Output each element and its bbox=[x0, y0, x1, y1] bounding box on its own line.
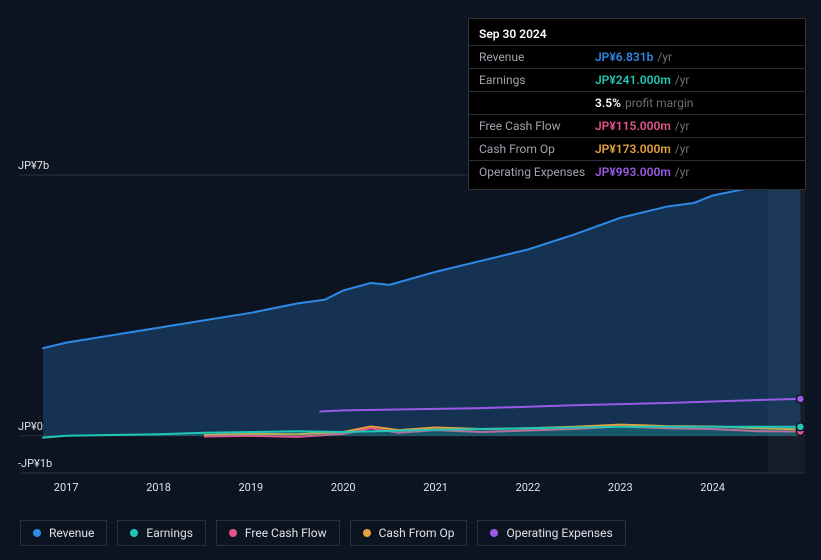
x-tick-label: 2017 bbox=[54, 481, 79, 494]
tooltip-row-value: 3.5% bbox=[595, 95, 621, 111]
legend-label: Free Cash Flow bbox=[245, 526, 327, 540]
tooltip-row-unit: /yr bbox=[675, 118, 690, 134]
legend-item-free-cash-flow[interactable]: Free Cash Flow bbox=[216, 520, 340, 546]
tooltip-row-label bbox=[479, 95, 595, 111]
series-fill-revenue bbox=[43, 179, 800, 436]
tooltip-row-unit: /yr bbox=[675, 72, 690, 88]
tooltip-row-value: JP¥993.000m bbox=[595, 164, 671, 180]
legend-dot bbox=[490, 529, 498, 537]
series-marker bbox=[796, 423, 804, 431]
tooltip-row-value: JP¥6.831b bbox=[595, 49, 653, 65]
legend-label: Earnings bbox=[146, 526, 193, 540]
legend-item-cash-from-op[interactable]: Cash From Op bbox=[350, 520, 468, 546]
legend-label: Cash From Op bbox=[379, 526, 455, 540]
y-tick-label: -JP¥1b bbox=[18, 457, 52, 470]
chart-tooltip: Sep 30 2024 RevenueJP¥6.831b/yrEarningsJ… bbox=[468, 18, 806, 190]
legend-item-operating-expenses[interactable]: Operating Expenses bbox=[477, 520, 625, 546]
x-tick-label: 2022 bbox=[516, 481, 541, 494]
tooltip-row-unit: /yr bbox=[675, 164, 690, 180]
y-tick-label: JP¥7b bbox=[18, 159, 49, 172]
x-tick-label: 2020 bbox=[331, 481, 356, 494]
tooltip-row-label: Operating Expenses bbox=[479, 164, 595, 180]
tooltip-row: RevenueJP¥6.831b/yr bbox=[469, 45, 805, 68]
x-tick-label: 2018 bbox=[146, 481, 171, 494]
tooltip-row: EarningsJP¥241.000m/yr bbox=[469, 68, 805, 91]
x-tick-label: 2019 bbox=[239, 481, 264, 494]
legend-dot bbox=[130, 529, 138, 537]
legend-item-earnings[interactable]: Earnings bbox=[117, 520, 206, 546]
legend: Revenue Earnings Free Cash Flow Cash From O… bbox=[20, 520, 626, 546]
legend-label: Operating Expenses bbox=[506, 526, 612, 540]
x-tick-label: 2021 bbox=[423, 481, 448, 494]
legend-item-revenue[interactable]: Revenue bbox=[20, 520, 107, 546]
tooltip-row-value: JP¥241.000m bbox=[595, 72, 671, 88]
tooltip-row-unit: /yr bbox=[675, 141, 690, 157]
tooltip-row: 3.5%profit margin bbox=[469, 91, 805, 114]
x-tick-label: 2024 bbox=[700, 481, 725, 494]
x-tick-label: 2023 bbox=[608, 481, 633, 494]
tooltip-row-label: Free Cash Flow bbox=[479, 118, 595, 134]
tooltip-row: Free Cash FlowJP¥115.000m/yr bbox=[469, 114, 805, 137]
tooltip-row-label: Earnings bbox=[479, 72, 595, 88]
tooltip-row: Operating ExpensesJP¥993.000m/yr bbox=[469, 160, 805, 183]
tooltip-row-label: Cash From Op bbox=[479, 141, 595, 157]
tooltip-row-label: Revenue bbox=[479, 49, 595, 65]
tooltip-row: Cash From OpJP¥173.000m/yr bbox=[469, 137, 805, 160]
legend-dot bbox=[363, 529, 371, 537]
tooltip-row-value: JP¥115.000m bbox=[595, 118, 671, 134]
series-marker bbox=[796, 395, 804, 403]
legend-label: Revenue bbox=[49, 526, 94, 540]
legend-dot bbox=[33, 529, 41, 537]
y-tick-label: JP¥0 bbox=[18, 420, 43, 433]
tooltip-row-unit: /yr bbox=[657, 49, 672, 65]
tooltip-date: Sep 30 2024 bbox=[469, 25, 805, 45]
tooltip-row-value: JP¥173.000m bbox=[595, 141, 671, 157]
tooltip-row-extra: profit margin bbox=[625, 95, 693, 111]
legend-dot bbox=[229, 529, 237, 537]
